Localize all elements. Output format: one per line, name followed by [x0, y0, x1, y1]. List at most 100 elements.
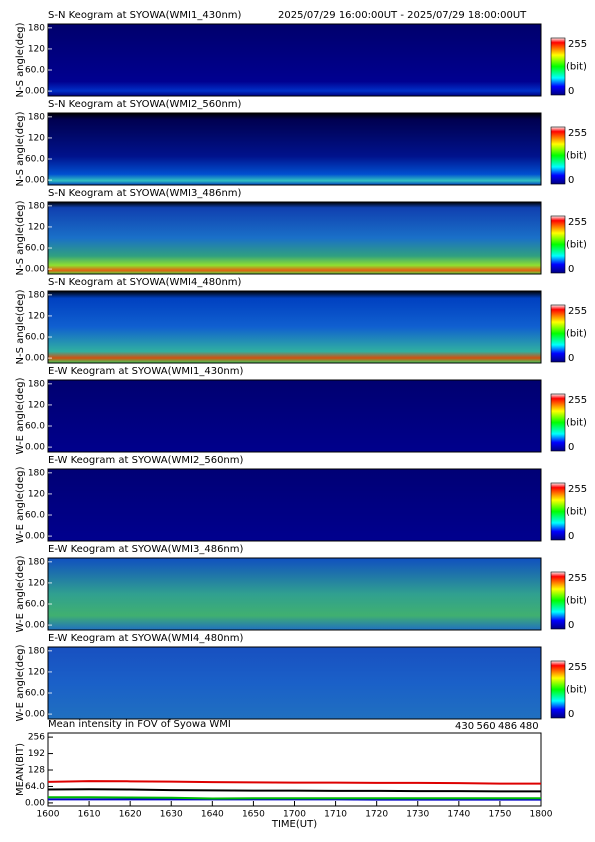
panel-title: S-N Keogram at SYOWA(WMI4_480nm)	[48, 277, 242, 288]
x-tick-label: 1720	[365, 810, 388, 820]
y-tick-label: 0.00	[25, 621, 45, 631]
colorbar-label: (bit)	[566, 685, 587, 696]
x-tick-label: 1600	[37, 810, 60, 820]
time-range: 2025/07/29 16:00:00UT - 2025/07/29 18:00…	[278, 10, 527, 21]
colorbar	[550, 37, 566, 96]
y-tick-label: 120	[28, 667, 45, 677]
keogram-image	[47, 557, 542, 631]
colorbar-tick-label: 0	[568, 86, 574, 97]
colorbar-tick-label: 0	[568, 264, 574, 275]
panel-title: E-W Keogram at SYOWA(WMI1_430nm)	[48, 366, 244, 377]
y-tick-label: 180	[28, 112, 45, 122]
x-tick-label: 1610	[78, 810, 101, 820]
colorbar	[550, 393, 566, 452]
x-axis-label: TIME(UT)	[271, 819, 317, 830]
legend-entry: 480	[520, 721, 539, 732]
y-tick-label: 0.00	[25, 176, 45, 186]
y-tick-label: 120	[28, 311, 45, 321]
keogram-image	[47, 201, 542, 275]
colorbar-tick-label: 255	[568, 39, 587, 50]
y-tick-label: 180	[28, 557, 45, 567]
panel-title: S-N Keogram at SYOWA(WMI2_560nm)	[48, 99, 242, 110]
y-tick-label: 60.0	[25, 689, 45, 699]
x-tick-label: 1750	[488, 810, 511, 820]
y-tick-label: 120	[28, 489, 45, 499]
x-tick-label: 1650	[242, 810, 265, 820]
y-tick-label: 180	[28, 201, 45, 211]
legend-entry: 430	[455, 721, 474, 732]
y-tick-label: 120	[28, 133, 45, 143]
y-tick-label: 120	[28, 44, 45, 54]
y-tick-label: 256	[28, 733, 45, 743]
panel-title: S-N Keogram at SYOWA(WMI3_486nm)	[48, 188, 242, 199]
keogram-image	[47, 646, 542, 720]
colorbar-tick-label: 255	[568, 306, 587, 317]
colorbar	[550, 304, 566, 363]
y-tick-label: 180	[28, 290, 45, 300]
x-tick-label: 1740	[447, 810, 470, 820]
y-tick-label: 0.00	[25, 710, 45, 720]
legend-entry: 560	[477, 721, 496, 732]
colorbar-label: (bit)	[566, 418, 587, 429]
y-tick-label: 192	[28, 749, 45, 759]
colorbar	[550, 571, 566, 630]
colorbar-tick-label: 0	[568, 709, 574, 720]
y-tick-label: 60.0	[25, 600, 45, 610]
y-axis-label: W-E angle(deg)	[15, 377, 26, 454]
colorbar-tick-label: 255	[568, 395, 587, 406]
colorbar-label: (bit)	[566, 62, 587, 73]
y-tick-label: 0.00	[25, 87, 45, 97]
y-tick-label: 120	[28, 578, 45, 588]
colorbar-tick-label: 255	[568, 484, 587, 495]
colorbar-tick-label: 255	[568, 573, 587, 584]
y-tick-label: 0.00	[25, 354, 45, 364]
y-tick-label: 180	[28, 468, 45, 478]
y-axis-label: N-S angle(deg)	[15, 289, 26, 364]
colorbar-label: (bit)	[566, 240, 587, 251]
y-tick-label: 60.0	[25, 422, 45, 432]
y-tick-label: 180	[28, 379, 45, 389]
colorbar	[550, 660, 566, 719]
y-tick-label: 60.0	[25, 66, 45, 76]
y-axis-label: N-S angle(deg)	[15, 111, 26, 186]
colorbar-tick-label: 0	[568, 531, 574, 542]
keogram-image	[47, 290, 542, 364]
y-tick-label: 60.0	[25, 333, 45, 343]
colorbar-tick-label: 255	[568, 662, 587, 673]
y-tick-label: 0.00	[25, 532, 45, 542]
chart-title: Mean intensity in FOV of Syowa WMI	[48, 719, 231, 730]
series-line	[47, 780, 541, 785]
colorbar-tick-label: 0	[568, 353, 574, 364]
x-tick-label: 1620	[119, 810, 142, 820]
y-tick-label: 64.0	[25, 782, 45, 792]
x-tick-label: 1800	[530, 810, 553, 820]
legend-entry: 486	[498, 721, 517, 732]
y-axis-label: N-S angle(deg)	[15, 22, 26, 97]
plot-frame	[47, 732, 542, 807]
y-tick-label: 60.0	[25, 244, 45, 254]
colorbar-tick-label: 255	[568, 128, 587, 139]
x-tick-label: 1730	[406, 810, 429, 820]
colorbar-tick-label: 0	[568, 175, 574, 186]
y-axis-label: W-E angle(deg)	[15, 466, 26, 543]
y-tick-label: 0.00	[25, 798, 45, 808]
y-axis-label: W-E angle(deg)	[15, 644, 26, 721]
y-tick-label: 120	[28, 222, 45, 232]
y-axis-label: N-S angle(deg)	[15, 200, 26, 275]
keogram-image	[47, 468, 542, 542]
y-axis-label: MEAN(BIT)	[15, 743, 26, 796]
series-line	[48, 796, 541, 800]
panel-title: E-W Keogram at SYOWA(WMI4_480nm)	[48, 633, 244, 644]
colorbar-tick-label: 0	[568, 442, 574, 453]
y-tick-label: 0.00	[25, 443, 45, 453]
colorbar	[550, 482, 566, 541]
x-tick-label: 1630	[160, 810, 183, 820]
y-tick-label: 0.00	[25, 265, 45, 275]
y-tick-label: 128	[28, 766, 45, 776]
panel-title: E-W Keogram at SYOWA(WMI2_560nm)	[48, 455, 244, 466]
panel-title: S-N Keogram at SYOWA(WMI1_430nm)	[48, 10, 242, 21]
panel-title: E-W Keogram at SYOWA(WMI3_486nm)	[48, 544, 244, 555]
colorbar	[550, 126, 566, 185]
colorbar-label: (bit)	[566, 329, 587, 340]
